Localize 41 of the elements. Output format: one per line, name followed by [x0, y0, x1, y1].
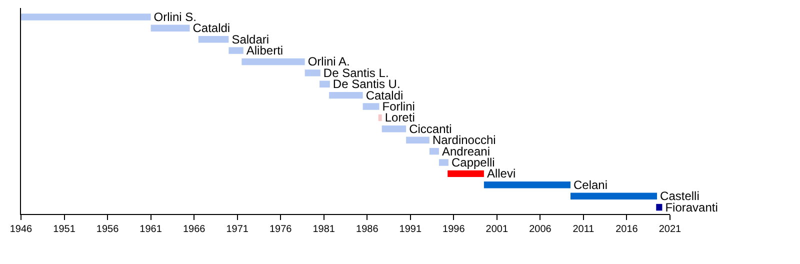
y-tick-label: Orlini S. [154, 10, 196, 24]
x-tick-label: 2001 [486, 224, 508, 235]
bar [378, 114, 382, 122]
y-tick-label: Cappelli [451, 156, 495, 170]
x-tick-label: 1961 [140, 224, 162, 235]
bar [656, 204, 662, 211]
bar [570, 192, 658, 200]
bar [21, 14, 151, 20]
x-tick-label: 2011 [572, 224, 595, 235]
x-tick-label: 1951 [53, 224, 76, 235]
x-tick-label: 1966 [182, 224, 206, 235]
bar [304, 70, 320, 76]
bar [329, 92, 363, 99]
x-tick-label: 1991 [399, 224, 422, 235]
x-tick-label: 1956 [96, 224, 120, 235]
x-tick-label: 1946 [10, 224, 33, 235]
bar [320, 80, 330, 88]
x-tick-label: 1971 [226, 224, 249, 235]
bar [242, 58, 305, 66]
bar [484, 182, 570, 188]
bar [429, 148, 439, 155]
bar [362, 103, 380, 110]
y-tick-label: Allevi [486, 166, 516, 181]
x-tick-label: 2016 [616, 224, 638, 235]
bar [448, 170, 484, 178]
x-tick-label: 1996 [442, 224, 466, 235]
bar [150, 24, 190, 32]
x-tick-label: 1981 [312, 224, 336, 235]
bar [198, 36, 229, 43]
y-tick-label: Cataldi [192, 21, 230, 36]
bar [438, 159, 448, 166]
bar [382, 126, 406, 132]
x-tick-label: 2006 [529, 224, 552, 235]
x-tick-label: 1986 [356, 224, 379, 235]
bar [406, 136, 430, 144]
y-tick-label: Celani [573, 178, 608, 192]
x-tick-label: 1976 [269, 224, 292, 235]
x-tick-label: 2021 [658, 224, 682, 235]
bar [228, 47, 244, 54]
y-tick-label: Aliberti [246, 44, 284, 58]
y-tick-label: Saldari [232, 32, 270, 46]
